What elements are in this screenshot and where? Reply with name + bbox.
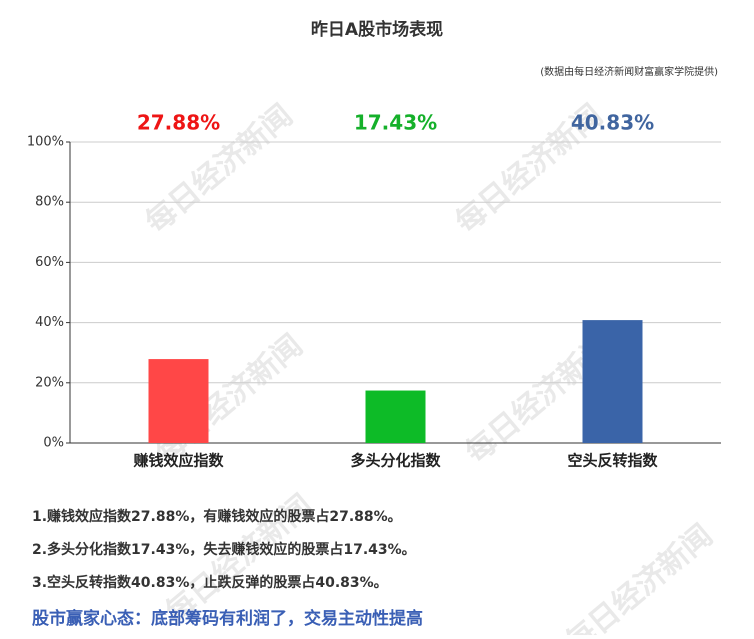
x-tick-label: 多头分化指数 xyxy=(350,452,441,470)
bar xyxy=(365,390,426,443)
note: 2.多头分化指数17.43%，失去赚钱效应的股票占17.43%。 xyxy=(32,541,416,558)
bar xyxy=(148,359,209,443)
chart-title: 昨日A股市场表现 xyxy=(311,19,443,40)
y-tick-label: 0% xyxy=(43,436,64,451)
y-tick-label: 20% xyxy=(35,375,64,390)
chart-subtitle: (数据由每日经济新闻财富赢家学院提供) xyxy=(540,65,718,78)
y-tick-label: 80% xyxy=(35,195,64,210)
note: 1.赚钱效应指数27.88%，有赚钱效应的股票占27.88%。 xyxy=(32,508,402,525)
x-tick-label: 赚钱效应指数 xyxy=(132,452,224,470)
value-label: 17.43% xyxy=(354,111,437,135)
x-tick-label: 空头反转指数 xyxy=(567,452,658,470)
value-label: 40.83% xyxy=(571,111,654,135)
y-tick-label: 100% xyxy=(27,135,64,150)
y-tick-label: 40% xyxy=(35,315,64,330)
bar xyxy=(582,320,643,443)
note: 3.空头反转指数40.83%，止跌反弹的股票占40.83%。 xyxy=(32,574,388,591)
y-tick-label: 60% xyxy=(35,255,64,270)
headline: 股市赢家心态：底部筹码有利润了，交易主动性提高 xyxy=(32,608,423,629)
value-label: 27.88% xyxy=(137,111,220,135)
